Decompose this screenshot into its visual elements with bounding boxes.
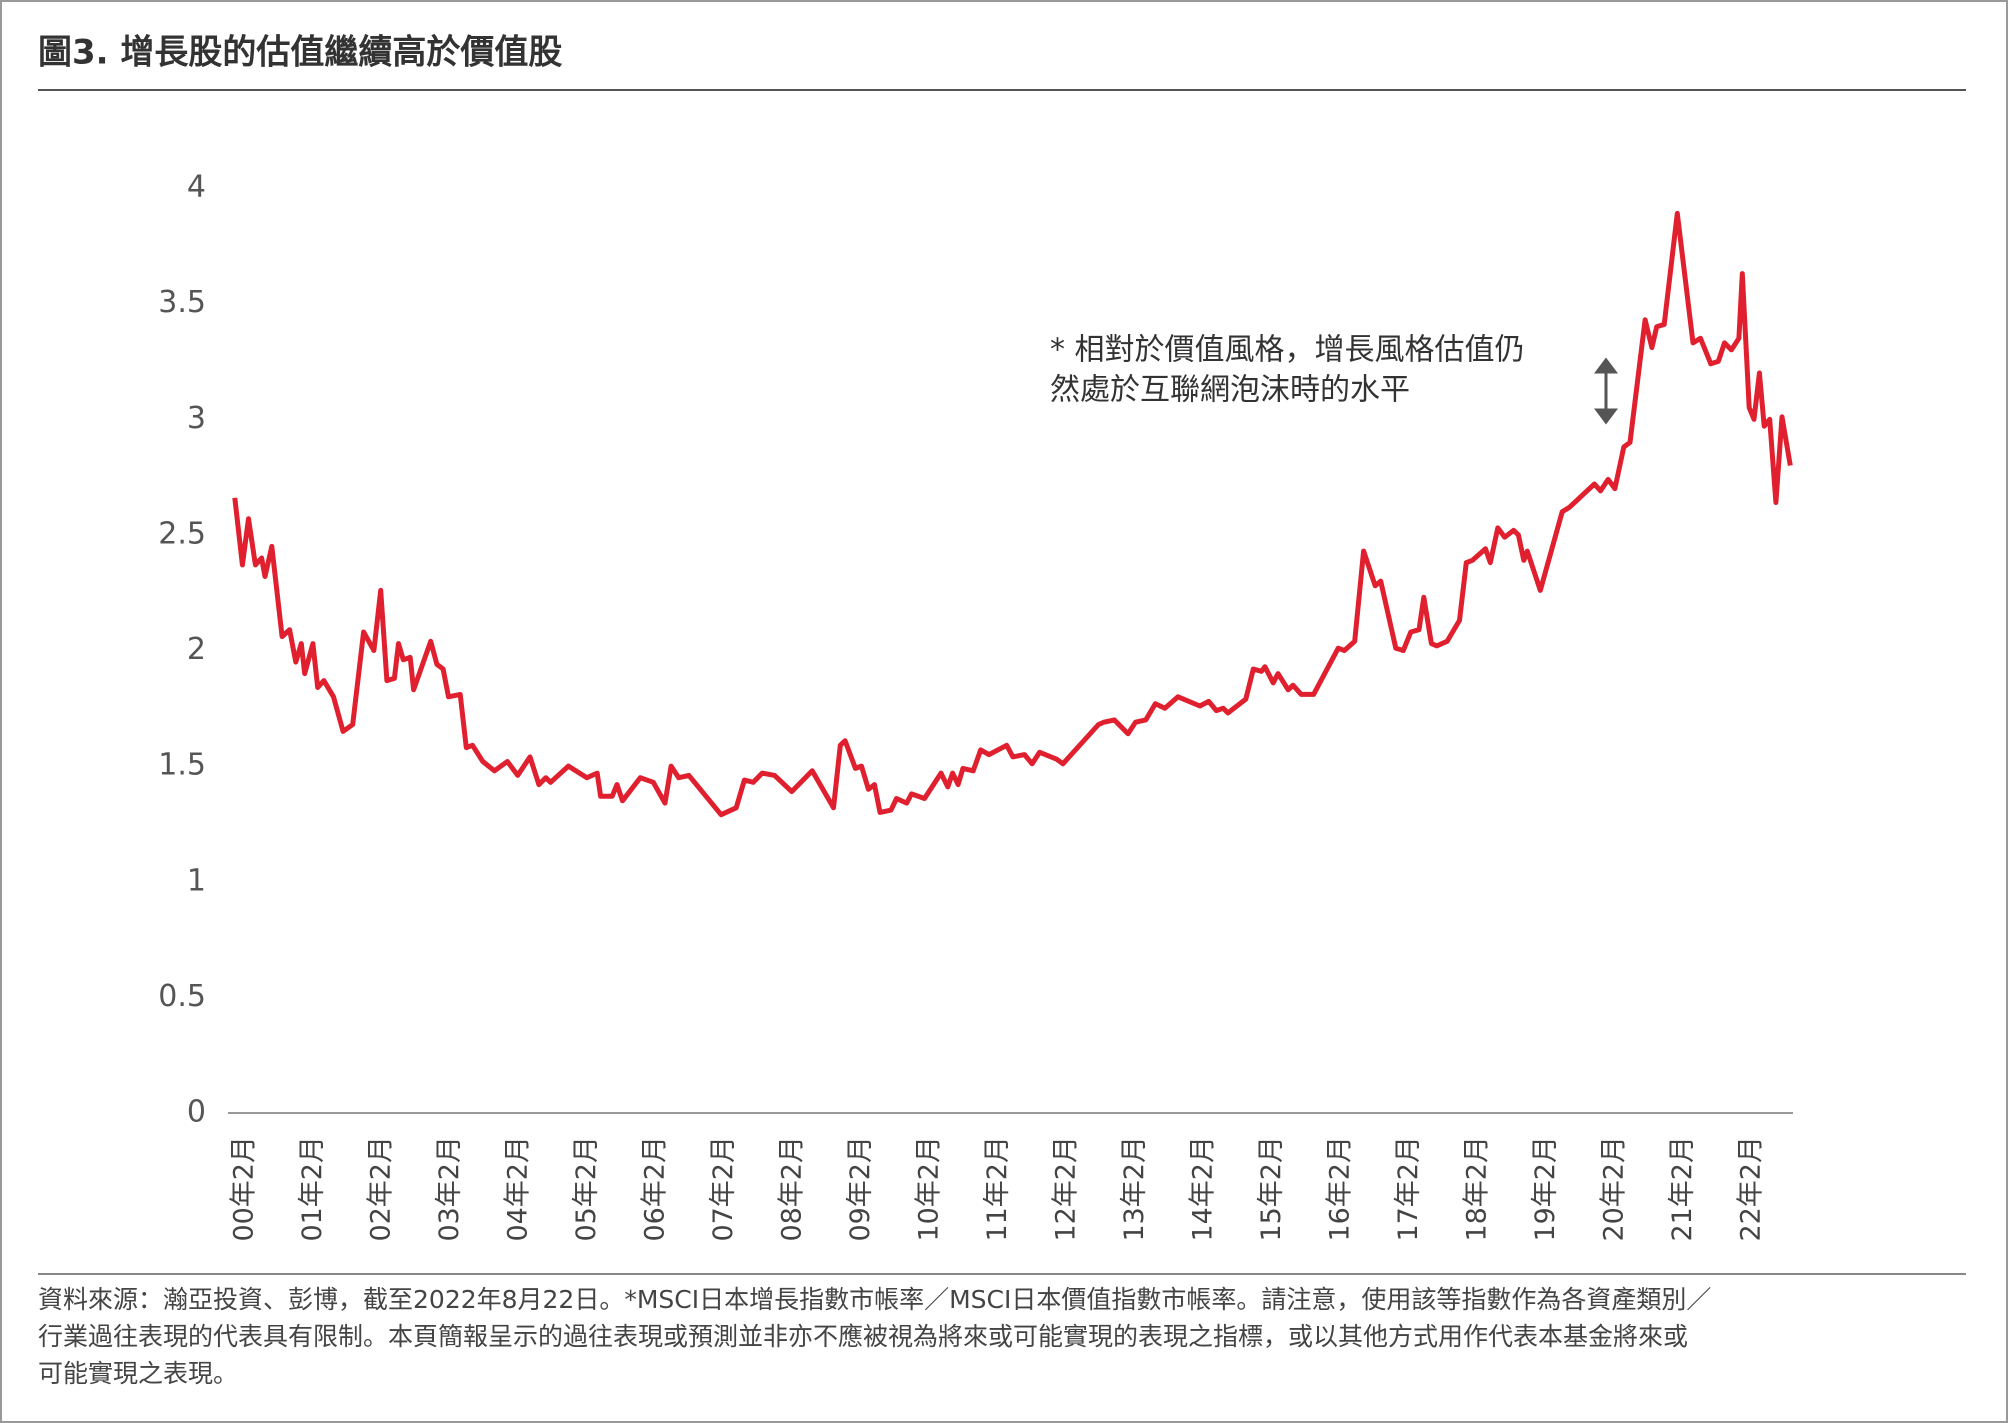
- x-tick-label: 06年2月: [640, 1136, 671, 1242]
- x-tick-label: 22年2月: [1735, 1136, 1766, 1242]
- y-tick-label: 3: [187, 401, 206, 436]
- x-tick-label: 00年2月: [229, 1136, 260, 1242]
- y-tick-label: 2: [187, 632, 206, 667]
- data-line: [232, 210, 1793, 818]
- x-tick-label: 21年2月: [1667, 1136, 1698, 1242]
- x-tick-label: 04年2月: [503, 1136, 534, 1242]
- annotation: * 相對於價值風格，增長風格估值仍: [1050, 333, 1525, 368]
- x-tick-label: 08年2月: [777, 1136, 808, 1242]
- x-tick-label: 09年2月: [845, 1136, 876, 1242]
- y-tick-label: 0.5: [158, 979, 206, 1014]
- y-tick-label: 2.5: [158, 516, 206, 551]
- x-tick-label: 20年2月: [1598, 1136, 1629, 1242]
- chart-title: 圖3. 增長股的估值繼續高於價值股: [38, 33, 562, 73]
- x-tick-label: 16年2月: [1324, 1136, 1355, 1242]
- y-tick-label: 1.5: [158, 748, 206, 783]
- source-text: 可能實現之表現。: [38, 1359, 238, 1388]
- x-tick-label: 12年2月: [1050, 1136, 1081, 1242]
- source-text: 行業過往表現的代表具有限制。本頁簡報呈示的過往表現或預測並非亦不應被視為將來或可…: [38, 1322, 1688, 1351]
- x-tick-label: 19年2月: [1530, 1136, 1561, 1242]
- x-tick-label: 03年2月: [434, 1136, 465, 1242]
- x-tick-label: 18年2月: [1461, 1136, 1492, 1242]
- x-tick-label: 01年2月: [297, 1136, 328, 1242]
- double-arrow: [1594, 357, 1618, 425]
- annotation: 然處於互聯網泡沫時的水平: [1050, 373, 1410, 408]
- y-tick-label: 4: [187, 170, 206, 205]
- x-tick-label: 02年2月: [366, 1136, 397, 1242]
- x-tick-label: 13年2月: [1119, 1136, 1150, 1242]
- source-text: 資料來源：瀚亞投資、彭博，截至2022年8月22日。*MSCI日本增長指數市帳率…: [38, 1285, 1711, 1314]
- x-tick-label: 11年2月: [982, 1136, 1013, 1242]
- x-tick-label: 05年2月: [571, 1136, 602, 1242]
- x-tick-label: 15年2月: [1256, 1136, 1287, 1242]
- x-tick-label: 10年2月: [914, 1136, 945, 1242]
- x-tick-label: 17年2月: [1393, 1136, 1424, 1242]
- y-tick-label: 0: [187, 1095, 206, 1130]
- x-tick-label: 07年2月: [708, 1136, 739, 1242]
- x-tick-label: 14年2月: [1187, 1136, 1218, 1242]
- y-tick-label: 3.5: [158, 285, 206, 320]
- y-tick-label: 1: [187, 863, 206, 898]
